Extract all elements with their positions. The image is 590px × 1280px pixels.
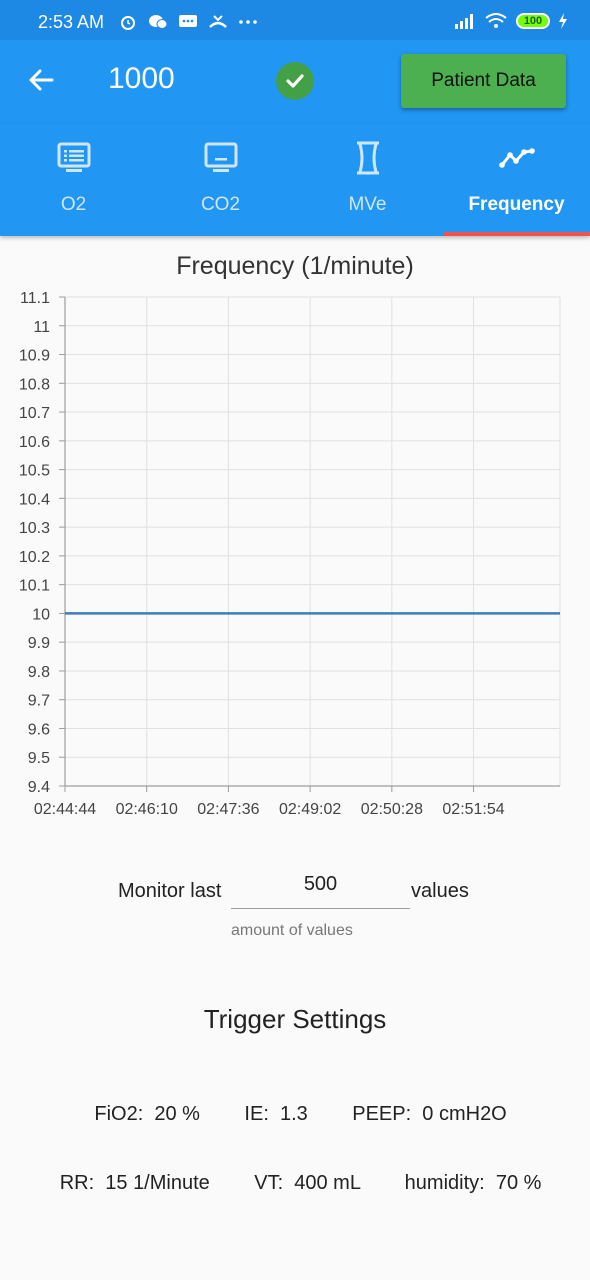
x-tick-label: 02:51:54 <box>442 801 504 818</box>
frequency-chart: 11.1 11 10.9 10.8 10.7 10.6 10.5 10.4 10.3 10.2 10… <box>19 290 561 818</box>
y-tick-label: 10.4 <box>19 491 50 508</box>
y-tick-label: 9.4 <box>28 779 50 796</box>
y-tick-label: 11 <box>33 319 50 336</box>
monitor-icon <box>204 142 237 172</box>
y-tick-label: 10.2 <box>19 549 50 566</box>
hourglass-icon <box>356 141 379 175</box>
y-tick-label: 9.6 <box>28 721 50 738</box>
x-tick-label: 02:44:44 <box>34 801 96 818</box>
ie-value: IE: 1.3 <box>244 1103 308 1125</box>
tab-label-mve: MVe <box>348 194 387 215</box>
y-tick-label: 10.1 <box>19 578 50 595</box>
trigger-row-2: RR: 15 1/Minute VT: 400 mL humidity: 70 … <box>0 1149 590 1195</box>
y-tick-label: 10.3 <box>19 520 50 537</box>
peep-value: PEEP: 0 cmH2O <box>352 1103 507 1125</box>
battery-icon: 100 <box>516 13 550 29</box>
y-tick-label: 9.7 <box>28 693 50 710</box>
x-tick-label: 02:50:28 <box>361 801 423 818</box>
wechat-icon <box>149 15 168 29</box>
monitor-label: Monitor last <box>118 880 222 902</box>
wifi-icon <box>485 13 507 28</box>
tab-label-frequency: Frequency <box>468 194 565 215</box>
fio2-value: FiO2: 20 % <box>94 1103 200 1125</box>
y-tick-label: 10 <box>32 606 50 623</box>
x-tick-label: 02:49:02 <box>279 801 341 818</box>
charging-icon <box>559 13 567 29</box>
tab-co2[interactable]: CO2 <box>147 124 294 236</box>
y-tick-label: 10.9 <box>19 348 50 365</box>
tab-frequency[interactable]: Frequency <box>443 124 590 236</box>
list-monitor-icon <box>57 142 90 172</box>
monitor-values-input[interactable] <box>231 860 410 909</box>
tab-indicator <box>443 232 590 236</box>
status-time: 2:53 AM <box>38 12 105 32</box>
plot-area <box>65 297 560 786</box>
y-tick-label: 9.9 <box>28 635 50 652</box>
more-icon <box>239 20 257 24</box>
tab-o2[interactable]: O2 <box>0 124 147 236</box>
connected-check-icon <box>276 62 314 100</box>
trigger-settings-title: Trigger Settings <box>203 1004 387 1034</box>
alarm-icon <box>121 16 135 30</box>
x-tick-label: 02:46:10 <box>116 801 178 818</box>
app-bar: 1000 Patient Data <box>0 40 590 124</box>
tab-label-co2: CO2 <box>200 194 241 215</box>
monitor-helper-text: amount of values <box>231 922 353 939</box>
chart-title: Frequency (1/minute) <box>176 252 414 280</box>
page-title: 1000 <box>108 62 175 95</box>
y-tick-label: 9.8 <box>28 664 50 681</box>
notification-icons <box>118 14 258 30</box>
humidity-value: humidity: 70 % <box>404 1172 542 1194</box>
monitor-suffix: values <box>411 880 469 902</box>
y-tick-label: 10.5 <box>19 463 50 480</box>
rr-value: RR: 15 1/Minute <box>59 1172 210 1194</box>
x-tick-label: 02:47:36 <box>197 801 259 818</box>
system-icons: 100 <box>454 13 568 29</box>
back-arrow-icon[interactable] <box>22 60 62 100</box>
tab-bar: O2 CO2 MVe Frequency <box>0 124 590 236</box>
tab-mve[interactable]: MVe <box>294 124 441 236</box>
y-tick-label: 10.7 <box>19 405 50 422</box>
trend-line-icon <box>498 148 535 168</box>
trigger-row-1: FiO2: 20 % IE: 1.3 PEEP: 0 cmH2O <box>0 1080 590 1126</box>
status-bar: 2:53 AM 100 <box>0 0 590 40</box>
vt-value: VT: 400 mL <box>254 1172 361 1194</box>
patient-data-button[interactable]: Patient Data <box>401 54 566 108</box>
y-tick-label: 10.6 <box>19 434 50 451</box>
tab-label-o2: O2 <box>60 194 87 215</box>
missed-call-icon <box>209 15 227 28</box>
signal-icon <box>455 14 473 29</box>
message-icon <box>179 15 197 27</box>
y-tick-label: 9.5 <box>28 750 50 767</box>
y-tick-label: 11.1 <box>20 290 50 307</box>
y-tick-label: 10.8 <box>19 376 50 393</box>
